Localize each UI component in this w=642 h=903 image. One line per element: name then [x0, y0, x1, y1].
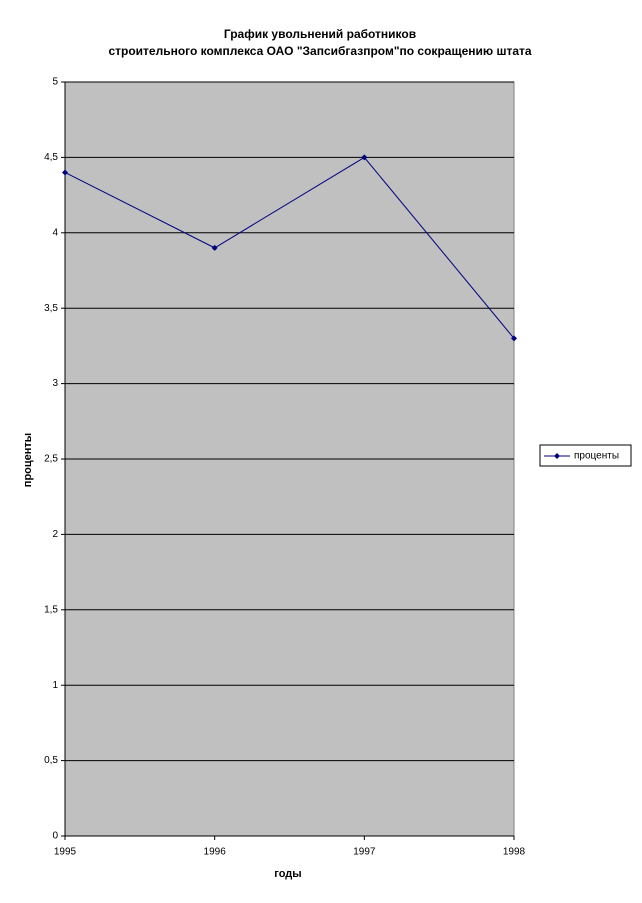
x-tick-label: 1997: [353, 847, 376, 858]
y-tick-label: 5: [52, 77, 58, 88]
data-point: [511, 335, 517, 342]
y-tick-label: 3: [52, 378, 58, 389]
y-tick-label: 0,5: [44, 755, 58, 766]
x-axis-label: годы: [274, 868, 301, 880]
x-tick-label: 1998: [503, 847, 526, 858]
chart-title: строительного комплекса ОАО "Запсибгазпр…: [108, 44, 531, 58]
legend-marker: [554, 453, 560, 459]
data-point: [361, 154, 368, 161]
data-point: [62, 169, 68, 176]
x-tick-label: 1996: [204, 847, 227, 858]
data-line: [64, 156, 515, 339]
chart-title: График увольнений работников: [224, 27, 416, 41]
y-tick-label: 2: [52, 529, 58, 540]
y-tick-label: 4,5: [44, 152, 58, 163]
data-point: [211, 244, 218, 251]
legend-label: проценты: [574, 451, 619, 462]
x-tick-label: 1995: [54, 847, 77, 858]
y-axis-label: проценты: [22, 433, 34, 487]
legend-box: [539, 444, 632, 467]
y-tick-label: 1,5: [44, 604, 58, 615]
y-tick-label: 3,5: [44, 303, 58, 314]
y-tick-label: 1: [52, 680, 58, 691]
y-tick-label: 0: [52, 831, 58, 842]
y-tick-label: 4: [52, 227, 58, 238]
y-tick-label: 2,5: [44, 454, 58, 465]
